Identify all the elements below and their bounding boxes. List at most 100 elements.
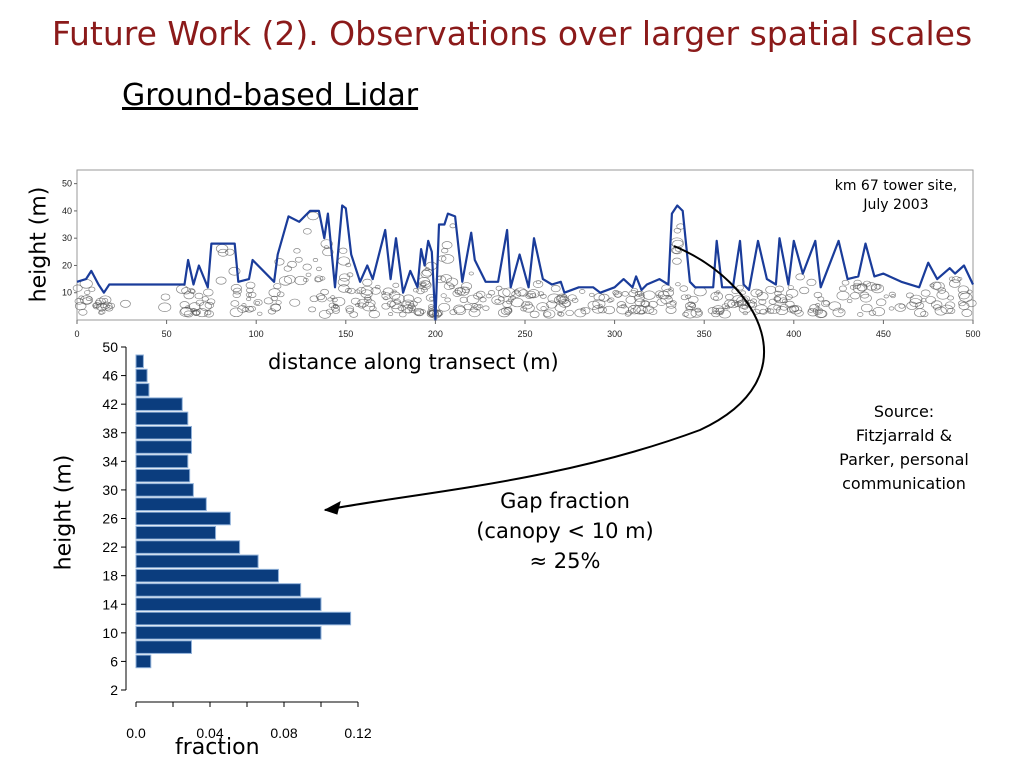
lidar-return-contour xyxy=(561,294,567,299)
lidar-return-contour xyxy=(203,310,214,318)
lidar-return-contour xyxy=(302,263,312,271)
lidar-return-contour xyxy=(765,285,777,294)
lidar-return-contour xyxy=(695,310,702,316)
lidar-return-contour xyxy=(479,297,487,303)
lidar-return-contour xyxy=(812,307,824,315)
lidar-return-contour xyxy=(822,300,830,306)
lidar-return-contour xyxy=(302,228,312,235)
lidar-return-contour xyxy=(836,290,850,301)
lidar-return-contour xyxy=(816,309,828,318)
lidar-return-contour xyxy=(95,297,106,306)
lidar-return-contour xyxy=(799,286,810,295)
lidar-return-contour xyxy=(966,289,973,294)
lidar-return-contour xyxy=(448,284,456,290)
lidar-return-contour xyxy=(388,291,401,300)
histogram-bar xyxy=(135,640,192,654)
histogram-y-tick-label: 26 xyxy=(102,511,118,527)
lidar-return-contour xyxy=(248,305,256,312)
lidar-return-contour xyxy=(647,300,658,309)
lidar-return-contour xyxy=(929,283,935,288)
lidar-return-contour xyxy=(920,289,931,297)
lidar-return-contour xyxy=(441,248,449,254)
histogram-y-tick-label: 6 xyxy=(110,653,118,669)
lidar-return-contour xyxy=(603,305,615,315)
lidar-return-contour xyxy=(529,293,537,299)
lidar-return-contour xyxy=(554,303,566,312)
lidar-return-contour xyxy=(257,311,263,316)
lidar-return-contour xyxy=(381,292,392,300)
lidar-return-contour xyxy=(756,292,769,301)
lidar-return-contour xyxy=(774,290,782,297)
lidar-return-contour xyxy=(391,293,405,304)
lidar-return-contour xyxy=(294,256,303,263)
lidar-return-contour xyxy=(230,284,242,293)
lidar-return-contour xyxy=(181,287,192,295)
lidar-return-contour xyxy=(794,309,804,317)
lidar-return-contour xyxy=(946,307,956,314)
lidar-return-contour xyxy=(356,287,367,295)
lidar-return-contour xyxy=(309,295,319,303)
lidar-return-contour xyxy=(612,290,620,296)
lidar-return-contour xyxy=(675,282,681,287)
lidar-return-contour xyxy=(85,296,93,301)
lidar-return-contour xyxy=(914,302,925,310)
lidar-return-contour xyxy=(898,303,906,309)
lidar-return-contour xyxy=(736,284,744,291)
lidar-return-contour xyxy=(561,299,572,307)
lidar-return-contour xyxy=(648,308,658,315)
lidar-return-contour xyxy=(364,294,372,301)
histogram-bar xyxy=(135,411,189,426)
lidar-return-contour xyxy=(482,305,490,311)
lidar-return-contour xyxy=(930,281,942,290)
lidar-return-contour xyxy=(685,302,696,311)
lidar-return-contour xyxy=(383,296,389,301)
lidar-return-contour xyxy=(841,279,850,286)
lidar-return-contour xyxy=(195,308,209,318)
lidar-return-contour xyxy=(330,295,336,300)
lidar-return-contour xyxy=(966,299,977,308)
lidar-return-contour xyxy=(546,300,558,309)
lidar-return-contour xyxy=(514,287,527,297)
histogram-y-tick-label: 34 xyxy=(102,453,118,469)
histogram-y-tick-label: 18 xyxy=(102,568,118,584)
lidar-return-contour xyxy=(305,272,312,277)
lidar-return-contour xyxy=(320,288,329,296)
lidar-return-contour xyxy=(906,301,918,310)
lidar-return-contour xyxy=(312,258,319,263)
lidar-return-contour xyxy=(217,248,229,257)
lidar-return-contour xyxy=(107,302,116,309)
lidar-return-contour xyxy=(565,309,574,317)
lidar-return-contour xyxy=(625,310,633,316)
lidar-return-contour xyxy=(736,300,744,306)
lidar-return-contour xyxy=(459,296,468,303)
lidar-return-contour xyxy=(188,302,201,311)
lidar-return-contour xyxy=(314,275,324,282)
lidar-return-contour xyxy=(556,311,563,316)
lidar-y-tick-label: 40 xyxy=(62,206,72,216)
lidar-return-contour xyxy=(634,291,643,297)
lidar-x-axis-label: distance along transect (m) xyxy=(268,350,559,374)
lidar-y-tick-label: 50 xyxy=(62,179,72,189)
lidar-return-contour xyxy=(589,292,595,297)
lidar-return-contour xyxy=(951,276,961,283)
lidar-return-contour xyxy=(230,300,240,307)
lidar-return-contour xyxy=(958,290,970,300)
lidar-return-contour xyxy=(315,293,326,301)
lidar-return-contour xyxy=(327,297,333,302)
histogram-x-tick-label: 0.04 xyxy=(196,725,223,741)
lidar-y-tick-label: 30 xyxy=(62,233,72,243)
lidar-return-contour xyxy=(317,295,327,303)
lidar-return-contour xyxy=(593,293,605,302)
lidar-return-contour xyxy=(369,305,377,312)
lidar-return-contour xyxy=(894,303,907,312)
lidar-return-contour xyxy=(399,311,407,318)
lidar-return-contour xyxy=(339,273,351,282)
lidar-return-contour xyxy=(713,296,719,301)
lidar-return-contour xyxy=(248,291,257,298)
lidar-return-contour xyxy=(958,301,970,310)
lidar-return-contour xyxy=(662,288,674,297)
lidar-return-contour xyxy=(332,304,339,309)
lidar-return-contour xyxy=(773,304,782,311)
lidar-return-contour xyxy=(690,308,703,318)
lidar-return-contour xyxy=(888,291,896,297)
